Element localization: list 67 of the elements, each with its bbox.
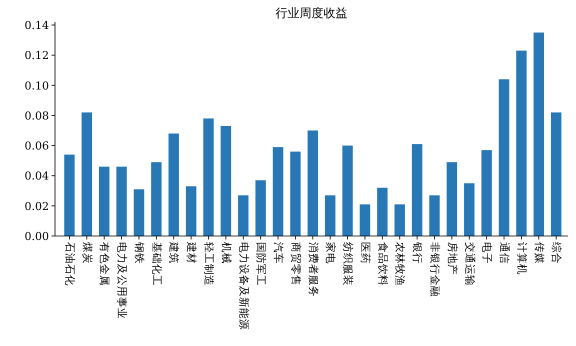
bar xyxy=(308,130,318,236)
bar xyxy=(272,147,284,236)
x-tick-label: 房地产 xyxy=(446,242,459,275)
bar xyxy=(481,150,492,236)
y-tick-label: 0.02 xyxy=(24,200,49,213)
x-tick-label: 医药 xyxy=(358,242,372,264)
bar xyxy=(290,152,301,236)
x-tick-label: 轻工制造 xyxy=(202,242,216,286)
bar xyxy=(429,195,440,236)
bar xyxy=(238,195,248,236)
x-tick-label: 电力及公用事业 xyxy=(116,242,129,319)
bar xyxy=(116,166,127,236)
bar xyxy=(186,186,196,236)
bar xyxy=(412,144,422,236)
bar xyxy=(360,204,370,236)
chart-title: 行业周度收益 xyxy=(276,6,348,20)
bar xyxy=(377,188,388,236)
y-tick-label: 0.08 xyxy=(24,109,49,122)
x-tick-label: 煤炭 xyxy=(80,242,94,264)
bar xyxy=(446,162,458,236)
bar xyxy=(342,146,353,236)
x-tick-label: 计算机 xyxy=(515,242,528,275)
bar xyxy=(394,204,405,236)
x-tick-label: 综合 xyxy=(550,242,564,264)
y-tick-label: 0.12 xyxy=(24,49,49,62)
x-tick-label: 钢铁 xyxy=(132,241,145,264)
bar xyxy=(203,118,214,236)
x-tick-label: 家电 xyxy=(324,242,338,264)
bar xyxy=(98,166,110,236)
bar xyxy=(498,79,510,236)
x-tick-label: 食品饮料 xyxy=(376,242,390,286)
bar xyxy=(534,32,544,236)
x-tick-label: 机械 xyxy=(220,242,233,264)
y-tick-label: 0.10 xyxy=(24,79,49,92)
y-tick-label: 0.14 xyxy=(24,19,49,32)
bar xyxy=(550,112,562,236)
bar xyxy=(151,162,162,236)
x-tick-label: 消费者服务 xyxy=(306,242,320,297)
bar xyxy=(82,112,92,236)
x-tick-label: 商贸零售 xyxy=(289,242,302,286)
x-tick-label: 电子 xyxy=(480,242,494,264)
x-tick-label: 非银行金融 xyxy=(428,242,442,297)
bar xyxy=(64,154,75,236)
y-tick-label: 0.06 xyxy=(24,140,49,153)
x-tick-label: 农林牧渔 xyxy=(394,242,407,286)
x-tick-label: 交通运输 xyxy=(463,242,476,286)
x-tick-label: 基础化工 xyxy=(150,242,164,286)
bar xyxy=(168,134,179,236)
y-tick-label: 0.04 xyxy=(24,170,49,183)
x-tick-label: 银行 xyxy=(411,241,424,264)
x-tick-label: 汽车 xyxy=(272,242,286,264)
bar xyxy=(324,195,336,236)
x-tick-label: 石油石化 xyxy=(63,242,76,286)
x-tick-label: 有色金属 xyxy=(98,242,110,286)
x-tick-label: 电力设备及新能源 xyxy=(237,242,250,330)
x-tick-label: 传媒 xyxy=(532,242,545,264)
bar xyxy=(255,180,266,236)
x-tick-label: 建材 xyxy=(185,241,198,264)
bar xyxy=(516,50,527,236)
x-tick-label: 建筑 xyxy=(168,241,181,264)
x-tick-label: 通信 xyxy=(498,242,512,264)
bar xyxy=(134,189,144,236)
bar xyxy=(464,183,474,236)
y-tick-label: 0.00 xyxy=(24,230,49,243)
x-tick-label: 国防军工 xyxy=(254,242,268,286)
bar xyxy=(220,126,232,236)
x-tick-label: 纺织服装 xyxy=(342,242,355,286)
